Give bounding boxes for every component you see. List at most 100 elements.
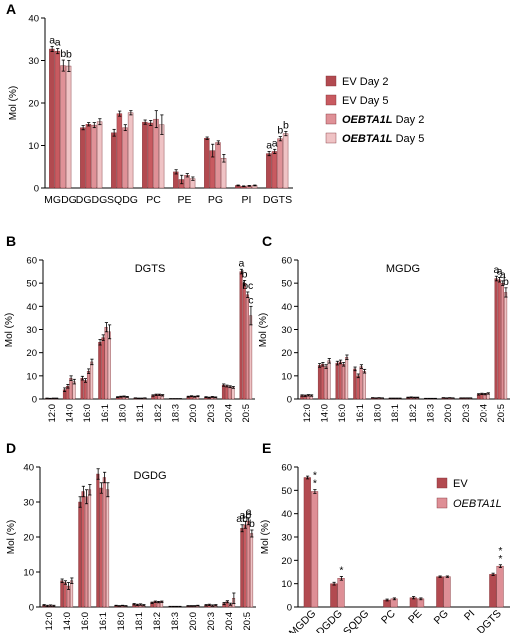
y-tick-label: 40 bbox=[281, 302, 292, 313]
x-tick-label: 18:2 bbox=[408, 404, 419, 423]
significance-letter: a bbox=[497, 265, 503, 277]
y-tick-label: 20 bbox=[28, 99, 39, 110]
bar bbox=[102, 477, 106, 608]
bar bbox=[69, 377, 73, 400]
x-tick-label: PE bbox=[406, 608, 424, 626]
bar bbox=[85, 124, 92, 189]
bar bbox=[122, 127, 128, 189]
significance-letter: b bbox=[242, 268, 248, 280]
x-tick-label: 16:1 bbox=[100, 404, 111, 423]
x-tick-label: 12:0 bbox=[302, 404, 313, 423]
y-tick-label: 20 bbox=[281, 348, 292, 359]
bar bbox=[335, 362, 339, 400]
y-tick-label: 30 bbox=[281, 325, 292, 336]
significance-letter: ab bbox=[236, 513, 248, 525]
bar bbox=[353, 368, 357, 400]
x-tick-label: 18:0 bbox=[116, 612, 127, 631]
significance-mark: * bbox=[313, 478, 317, 490]
x-tick-label: PG bbox=[432, 608, 451, 627]
bar bbox=[500, 282, 504, 400]
bar bbox=[324, 366, 328, 400]
bar bbox=[60, 580, 64, 608]
y-tick-label: 0 bbox=[287, 603, 292, 614]
bar bbox=[489, 574, 497, 608]
significance-letter: b bbox=[60, 48, 66, 60]
y-tick-label: 20 bbox=[281, 556, 292, 567]
x-tick-label: MGDG bbox=[44, 194, 77, 206]
y-tick-label: 0 bbox=[32, 395, 37, 406]
x-tick-label: 16:0 bbox=[82, 404, 93, 423]
x-tick-label: 18:0 bbox=[373, 404, 384, 423]
bar bbox=[99, 487, 103, 608]
y-axis-label: Mol (%) bbox=[258, 313, 269, 347]
bar bbox=[127, 112, 134, 189]
bar bbox=[111, 132, 117, 189]
significance-mark: * bbox=[498, 545, 502, 557]
y-tick-label: 60 bbox=[281, 463, 292, 474]
significance-letter: c bbox=[248, 294, 253, 306]
x-tick-label: 18:1 bbox=[134, 612, 145, 631]
bar bbox=[80, 127, 86, 189]
chart-title: MGDG bbox=[386, 263, 420, 275]
legend-swatch bbox=[325, 94, 337, 106]
x-tick-label: 14:0 bbox=[65, 404, 76, 423]
legend-label: OEBTA1L Day 2 bbox=[342, 114, 424, 126]
x-tick-label: 20:0 bbox=[188, 612, 199, 631]
bar bbox=[65, 65, 72, 189]
y-tick-label: 10 bbox=[28, 141, 39, 152]
y-tick-label: 10 bbox=[23, 568, 34, 579]
bar bbox=[90, 361, 94, 400]
x-tick-label: 20:5 bbox=[496, 404, 507, 423]
bar bbox=[231, 387, 235, 400]
y-axis-label: Mol (%) bbox=[8, 86, 19, 120]
y-tick-label: 40 bbox=[281, 509, 292, 520]
y-tick-label: 0 bbox=[29, 603, 34, 614]
significance-letter: a bbox=[55, 37, 61, 49]
legend-swatch bbox=[325, 132, 337, 144]
x-tick-label: 14:0 bbox=[320, 404, 331, 423]
x-tick-label: 12:0 bbox=[47, 404, 58, 423]
y-tick-label: 20 bbox=[26, 348, 37, 359]
bar bbox=[147, 122, 154, 189]
x-tick-label: 20:0 bbox=[443, 404, 454, 423]
significance-letter: a bbox=[272, 137, 278, 149]
x-tick-label: PG bbox=[208, 194, 223, 206]
significance-letter: a bbox=[238, 257, 244, 269]
bar bbox=[436, 576, 444, 608]
y-tick-label: 10 bbox=[281, 579, 292, 590]
significance-letter: ab bbox=[240, 509, 252, 521]
x-tick-label: 20:5 bbox=[242, 612, 253, 631]
significance-letter: b bbox=[283, 119, 289, 131]
bar bbox=[321, 364, 325, 400]
panel-label: E bbox=[262, 440, 271, 456]
bar bbox=[221, 384, 225, 400]
bar bbox=[497, 279, 501, 400]
x-tick-label: 20:5 bbox=[241, 404, 252, 423]
y-tick-label: 50 bbox=[281, 279, 292, 290]
bar bbox=[106, 489, 110, 608]
bar bbox=[345, 357, 349, 400]
legend-label: OEBTA1L bbox=[453, 498, 502, 510]
x-tick-label: 20:3 bbox=[461, 404, 472, 423]
significance-letter: bc bbox=[242, 280, 253, 292]
bar bbox=[84, 496, 88, 608]
bar bbox=[78, 501, 82, 608]
bar bbox=[311, 491, 319, 608]
bar bbox=[443, 576, 451, 608]
significance-letter: a bbox=[49, 34, 55, 46]
panel-label: D bbox=[6, 440, 16, 456]
bar bbox=[91, 124, 97, 189]
legend-swatch bbox=[325, 113, 337, 125]
x-tick-label: 20:0 bbox=[188, 404, 199, 423]
y-tick-label: 50 bbox=[281, 486, 292, 497]
bar bbox=[327, 360, 331, 400]
bar bbox=[494, 278, 498, 400]
bar bbox=[317, 365, 321, 400]
significance-letter: a bbox=[493, 264, 499, 276]
bar bbox=[277, 138, 283, 189]
bar bbox=[359, 366, 363, 400]
bar bbox=[225, 385, 229, 400]
y-tick-label: 30 bbox=[281, 533, 292, 544]
